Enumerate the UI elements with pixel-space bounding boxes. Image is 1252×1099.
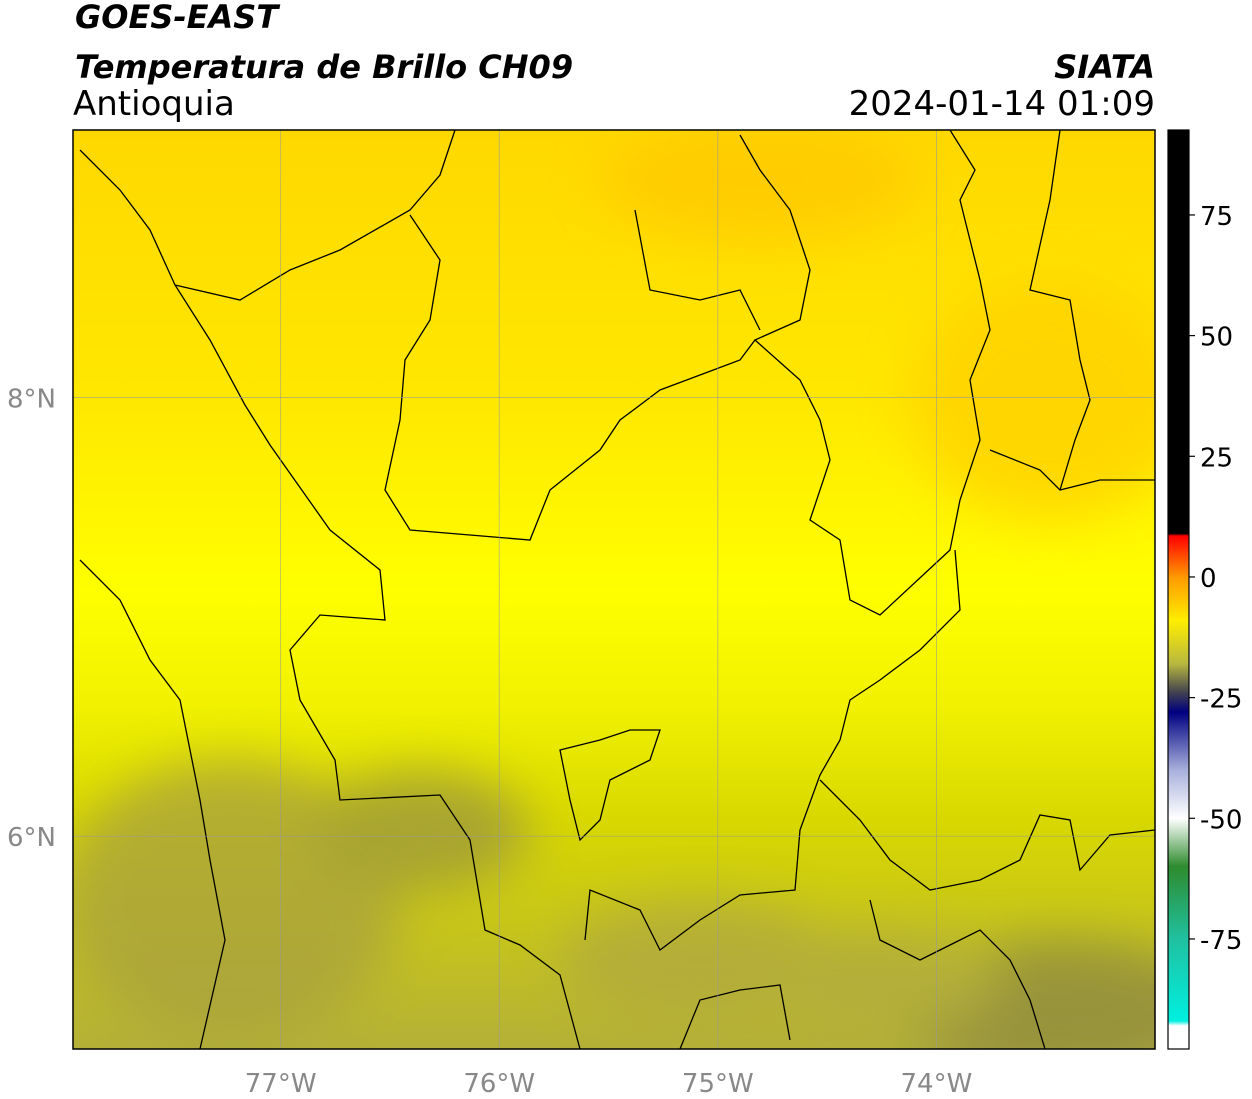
border — [634, 209, 761, 331]
colorbar-tick-label: -25 — [1200, 685, 1242, 715]
x-tick-label: 74°W — [901, 1069, 973, 1099]
colorbar-tick-label: 50 — [1200, 323, 1233, 353]
map-field — [73, 130, 1155, 1049]
coast — [79, 559, 226, 1049]
datetime: 2024-01-14 01:09 — [849, 84, 1155, 124]
border — [679, 984, 791, 1049]
colorbar-tick-label: 0 — [1200, 564, 1217, 594]
border — [739, 134, 811, 341]
grid — [73, 130, 1155, 1049]
border — [79, 149, 581, 1049]
subtitle: Temperatura de Brillo CH09 — [75, 48, 573, 86]
coast — [174, 130, 456, 301]
region: Antioquia — [73, 84, 235, 124]
source: SIATA — [1054, 48, 1155, 86]
border — [1029, 130, 1091, 491]
colorbar — [1167, 129, 1190, 1050]
map-frame — [72, 129, 1156, 1050]
colorbar-tick-label: 75 — [1200, 202, 1233, 232]
border — [559, 729, 661, 842]
border — [819, 779, 1155, 891]
x-tick-label: 76°W — [463, 1069, 535, 1099]
y-tick-label: 6°N — [7, 823, 56, 853]
x-tick-label: 75°W — [682, 1069, 754, 1099]
border — [869, 899, 1046, 1049]
border — [584, 549, 961, 951]
colorbar-tick-label: -50 — [1200, 805, 1242, 835]
border — [384, 130, 991, 616]
y-tick-label: 8°N — [7, 385, 56, 415]
colorbar-tick-label: 25 — [1200, 443, 1233, 473]
colorbar-tick-label: -75 — [1200, 926, 1242, 956]
x-tick-label: 77°W — [245, 1069, 317, 1099]
title: GOES-EAST — [75, 0, 280, 36]
